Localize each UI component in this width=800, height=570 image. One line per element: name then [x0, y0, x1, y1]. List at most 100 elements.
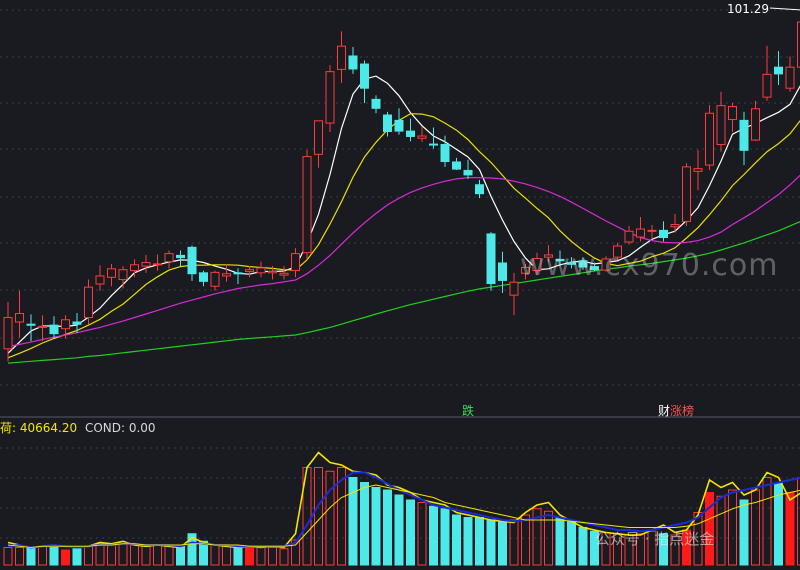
candle-body-63 [729, 107, 737, 120]
candle-body-36 [418, 136, 426, 138]
candle-body-5 [62, 320, 70, 329]
volume-bar-64 [740, 500, 748, 565]
volume-bar-37 [430, 506, 438, 565]
event-marker-down[interactable]: 跌 [462, 402, 474, 419]
candle-body-0 [4, 318, 12, 349]
indicator-value: 荷: 40664.20 [0, 421, 77, 435]
candle-body-2 [27, 324, 35, 325]
candle-body-6 [73, 322, 81, 324]
candle-body-33 [384, 115, 392, 132]
volume-bar-20 [234, 548, 242, 566]
candle-body-15 [177, 255, 185, 257]
volume-bar-68 [786, 493, 794, 566]
volume-bar-10 [119, 544, 127, 565]
candle-body-34 [395, 120, 403, 131]
candle-body-3 [39, 326, 47, 327]
candle-body-31 [361, 64, 369, 88]
candle-body-12 [142, 263, 150, 267]
candle-body-11 [131, 265, 139, 271]
candle-body-30 [349, 56, 357, 69]
volume-bar-32 [372, 488, 380, 566]
volume-bar-23 [269, 548, 277, 566]
candle-body-66 [763, 74, 771, 97]
volume-bar-22 [257, 548, 265, 566]
volume-bar-5 [62, 550, 70, 565]
candle-body-25 [292, 254, 300, 271]
volume-bar-43 [499, 521, 507, 565]
volume-bar-39 [453, 515, 461, 565]
candle-body-62 [717, 106, 725, 145]
volume-bar-24 [280, 549, 288, 565]
volume-bar-19 [223, 546, 231, 565]
candle-body-9 [108, 269, 116, 277]
candle-body-57 [660, 230, 668, 237]
volume-bar-34 [395, 495, 403, 565]
event-marker-news[interactable]: 财涨榜 [658, 402, 694, 419]
volume-bar-31 [361, 483, 369, 566]
candle-body-18 [211, 272, 219, 286]
volume-bar-1 [16, 548, 24, 566]
candle-body-21 [246, 270, 254, 272]
volume-bar-42 [487, 520, 495, 565]
candle-body-22 [257, 268, 265, 273]
volume-bar-11 [131, 545, 139, 565]
volume-bar-36 [418, 503, 426, 566]
indicator-header: 荷: 40664.20 COND: 0.00 [0, 419, 156, 436]
volume-bar-45 [522, 515, 530, 565]
volume-bar-40 [464, 518, 472, 566]
volume-bar-35 [407, 500, 415, 565]
candle-body-4 [50, 325, 58, 333]
candle-body-37 [430, 144, 438, 145]
volume-bar-6 [73, 549, 81, 565]
event-marker-news-prefix: 财 [658, 404, 670, 418]
candle-body-41 [476, 185, 484, 194]
volume-bar-48 [556, 518, 564, 566]
candle-body-42 [487, 234, 495, 284]
candle-body-64 [740, 120, 748, 150]
candle-body-67 [775, 67, 783, 74]
candle-body-65 [752, 109, 760, 140]
candle-body-17 [200, 273, 208, 281]
candle-body-29 [338, 46, 346, 69]
candle-body-28 [326, 72, 334, 123]
candle-body-24 [280, 273, 288, 275]
candle-body-27 [315, 121, 323, 155]
volume-bar-3 [39, 546, 47, 565]
candle-body-61 [706, 113, 714, 165]
candle-body-26 [303, 157, 311, 253]
volume-bar-12 [142, 546, 150, 565]
volume-bar-41 [476, 518, 484, 566]
indicator-cond: COND: 0.00 [85, 421, 156, 435]
candle-body-56 [648, 230, 656, 231]
volume-bar-62 [717, 496, 725, 565]
volume-bar-44 [510, 520, 518, 565]
candle-body-44 [510, 282, 518, 295]
candle-body-59 [683, 167, 691, 222]
volume-bar-14 [165, 546, 173, 565]
candle-body-8 [96, 276, 104, 284]
volume-bar-7 [85, 546, 93, 565]
candle-body-39 [453, 162, 461, 169]
volume-bar-33 [384, 490, 392, 565]
candle-body-58 [671, 225, 679, 227]
volume-bar-50 [579, 528, 587, 566]
candle-body-55 [637, 229, 645, 237]
candle-body-20 [234, 273, 242, 274]
candle-body-7 [85, 287, 93, 317]
volume-bar-9 [108, 545, 116, 565]
volume-bar-4 [50, 548, 58, 566]
candle-body-10 [119, 270, 127, 280]
social-account-label: 公众号 · 指点迷金 [595, 528, 714, 549]
candle-body-16 [188, 247, 196, 273]
volume-bar-13 [154, 545, 162, 565]
ma10-line [8, 114, 800, 358]
candle-body-40 [464, 170, 472, 174]
volume-bar-18 [211, 545, 219, 565]
volume-bar-0 [4, 548, 12, 566]
volume-bar-2 [27, 548, 35, 566]
candle-body-14 [165, 254, 173, 262]
candle-body-19 [223, 274, 231, 276]
candle-body-13 [154, 264, 162, 265]
volume-bar-49 [568, 521, 576, 565]
